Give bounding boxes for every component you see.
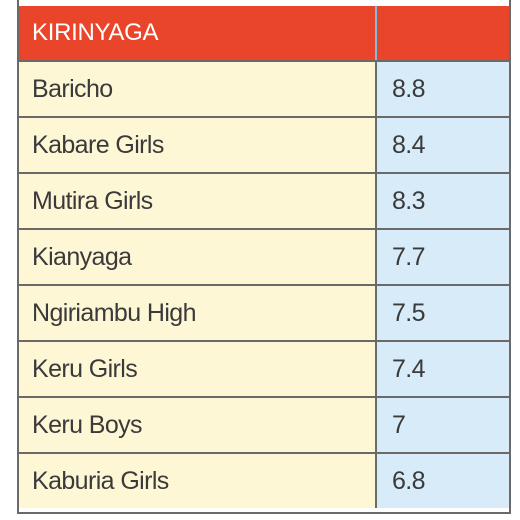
school-score: 6.8 — [375, 454, 509, 508]
table-row: Keru Girls 7.4 — [19, 340, 509, 396]
table-row: Kabare Girls 8.4 — [19, 116, 509, 172]
region-header: KIRINYAGA — [19, 6, 375, 60]
school-ranking-table: KIRINYAGA Baricho 8.8 Kabare Girls 8.4 M… — [17, 0, 511, 514]
table-row: Mutira Girls 8.3 — [19, 172, 509, 228]
school-score: 7.4 — [375, 342, 509, 396]
school-name: Kabare Girls — [19, 118, 375, 172]
table-header-row: KIRINYAGA — [19, 6, 509, 62]
school-score: 7.5 — [375, 286, 509, 340]
table-row: Keru Boys 7 — [19, 396, 509, 452]
school-name: Keru Girls — [19, 342, 375, 396]
table-row: Kianyaga 7.7 — [19, 228, 509, 284]
school-name: Baricho — [19, 62, 375, 116]
table-row: Ngiriambu High 7.5 — [19, 284, 509, 340]
table-row: Baricho 8.8 — [19, 60, 509, 116]
table-row: Kaburia Girls 6.8 — [19, 452, 509, 508]
school-name: Mutira Girls — [19, 174, 375, 228]
school-name: Kianyaga — [19, 230, 375, 284]
school-name: Keru Boys — [19, 398, 375, 452]
school-score: 8.3 — [375, 174, 509, 228]
school-score: 8.4 — [375, 118, 509, 172]
school-score: 7.7 — [375, 230, 509, 284]
school-score: 8.8 — [375, 62, 509, 116]
school-score: 7 — [375, 398, 509, 452]
school-name: Ngiriambu High — [19, 286, 375, 340]
score-header — [375, 6, 509, 60]
school-name: Kaburia Girls — [19, 454, 375, 508]
